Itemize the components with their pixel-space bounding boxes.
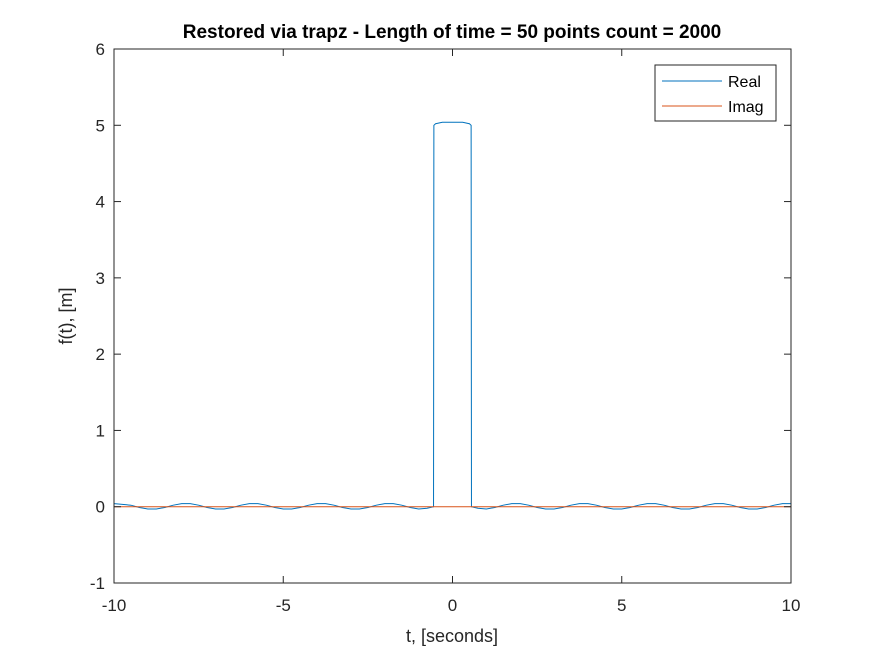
y-tick-label: 1 <box>96 421 105 440</box>
y-tick-label: 3 <box>96 269 105 288</box>
y-tick-label: 5 <box>96 116 105 135</box>
legend-label-real: Real <box>728 74 761 91</box>
y-axis-label: f(t), [m] <box>56 288 76 345</box>
legend-label-imag: Imag <box>728 99 764 116</box>
chart-title: Restored via trapz - Length of time = 50… <box>183 22 721 43</box>
x-tick-label: 5 <box>617 596 626 615</box>
x-tick-label: 0 <box>448 596 457 615</box>
y-tick-label: 4 <box>96 193 105 212</box>
x-tick-label: 10 <box>782 596 801 615</box>
x-tick-label: -10 <box>102 596 127 615</box>
y-tick-label: 6 <box>96 40 105 59</box>
series-line-real <box>113 121 791 510</box>
x-tick-label: -5 <box>276 596 291 615</box>
y-tick-label: 0 <box>96 498 105 517</box>
legend-box <box>654 64 777 122</box>
legend: Real Imag <box>654 64 777 122</box>
plot-area <box>114 49 791 583</box>
x-axis-label: t, [seconds] <box>406 626 498 646</box>
y-tick-label: -1 <box>90 574 105 593</box>
series-layer <box>113 121 791 510</box>
y-tick-label: 2 <box>96 345 105 364</box>
